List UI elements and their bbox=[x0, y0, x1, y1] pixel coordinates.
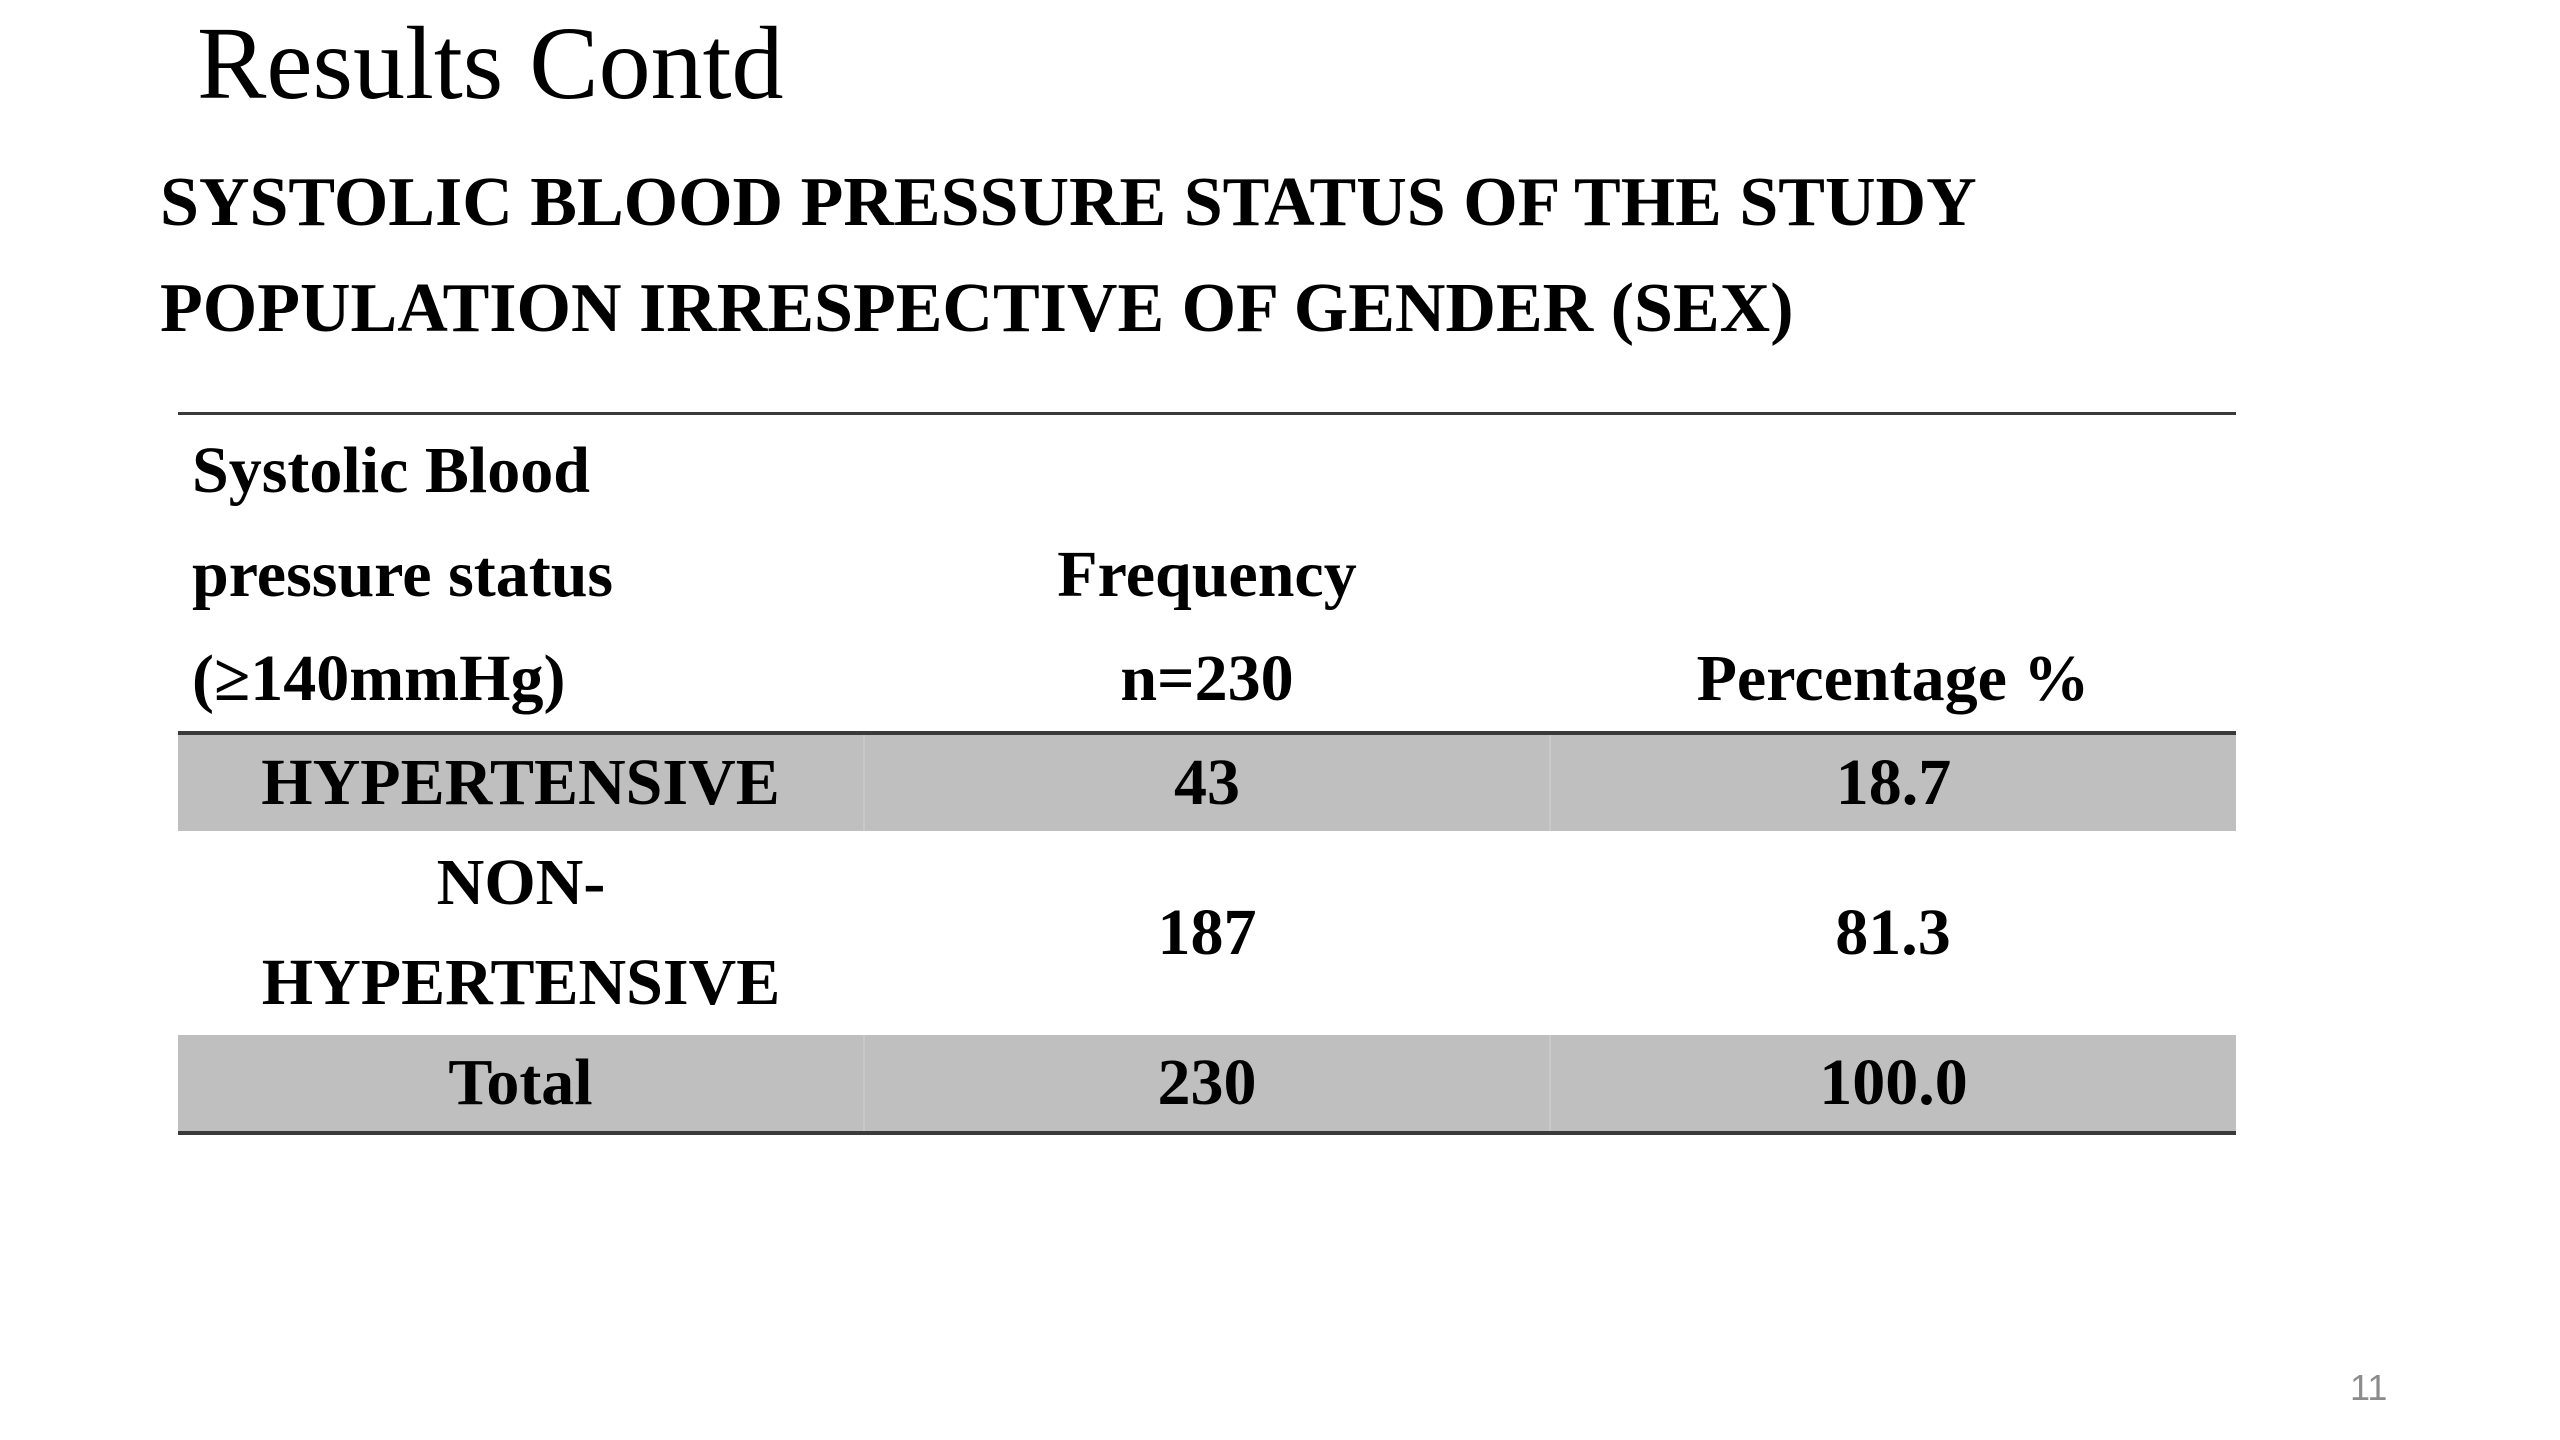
slide-page-number: 11 bbox=[2350, 1367, 2388, 1408]
header-percentage-label: Percentage % bbox=[1696, 642, 2090, 715]
header-status: Systolic Blood pressure status (≥140mmHg… bbox=[178, 413, 864, 735]
header-frequency: Frequency n=230 bbox=[864, 413, 1550, 735]
row-frequency-cell: 230 bbox=[863, 1035, 1550, 1133]
header-status-line-1: Systolic Blood bbox=[192, 434, 590, 507]
row-status-label-line-2: HYPERTENSIVE bbox=[261, 946, 781, 1019]
header-status-line-3: (≥140mmHg) bbox=[192, 642, 566, 715]
row-percentage-cell: 100.0 bbox=[1549, 1035, 2236, 1133]
header-frequency-line-1: Frequency bbox=[1057, 538, 1357, 611]
row-status-cell: Total bbox=[178, 1035, 864, 1133]
row-status-cell: HYPERTENSIVE bbox=[178, 733, 864, 831]
slide-title: Results Contd bbox=[197, 6, 784, 121]
table-caption-line-1: SYSTOLIC BLOOD PRESSURE STATUS OF THE ST… bbox=[160, 164, 1977, 241]
header-percentage: Percentage % bbox=[1550, 413, 2236, 735]
row-percentage-cell: 18.7 bbox=[1549, 733, 2236, 831]
table-caption: SYSTOLIC BLOOD PRESSURE STATUS OF THE ST… bbox=[160, 150, 2360, 362]
row-frequency-cell: 43 bbox=[863, 733, 1550, 831]
blood-pressure-table: Systolic Blood pressure status (≥140mmHg… bbox=[178, 412, 2236, 1135]
row-frequency-cell: 187 bbox=[1157, 896, 1257, 969]
table-row: NON- HYPERTENSIVE 187 81.3 bbox=[178, 831, 2236, 1035]
row-status-cell: NON- HYPERTENSIVE bbox=[178, 831, 864, 1035]
table-caption-line-2: POPULATION IRRESPECTIVE OF GENDER (SEX) bbox=[160, 270, 1794, 347]
row-status-label: Total bbox=[448, 1046, 593, 1119]
row-status-label: HYPERTENSIVE bbox=[261, 746, 780, 819]
header-status-line-2: pressure status bbox=[192, 538, 614, 611]
table-header-row: Systolic Blood pressure status (≥140mmHg… bbox=[178, 413, 2236, 735]
table-row: HYPERTENSIVE 43 18.7 bbox=[178, 733, 2236, 831]
row-percentage-cell: 81.3 bbox=[1835, 896, 1951, 969]
row-status-label-line-1: NON- bbox=[436, 846, 606, 919]
header-frequency-line-2: n=230 bbox=[1120, 642, 1294, 715]
table-row-total: Total 230 100.0 bbox=[178, 1035, 2236, 1133]
